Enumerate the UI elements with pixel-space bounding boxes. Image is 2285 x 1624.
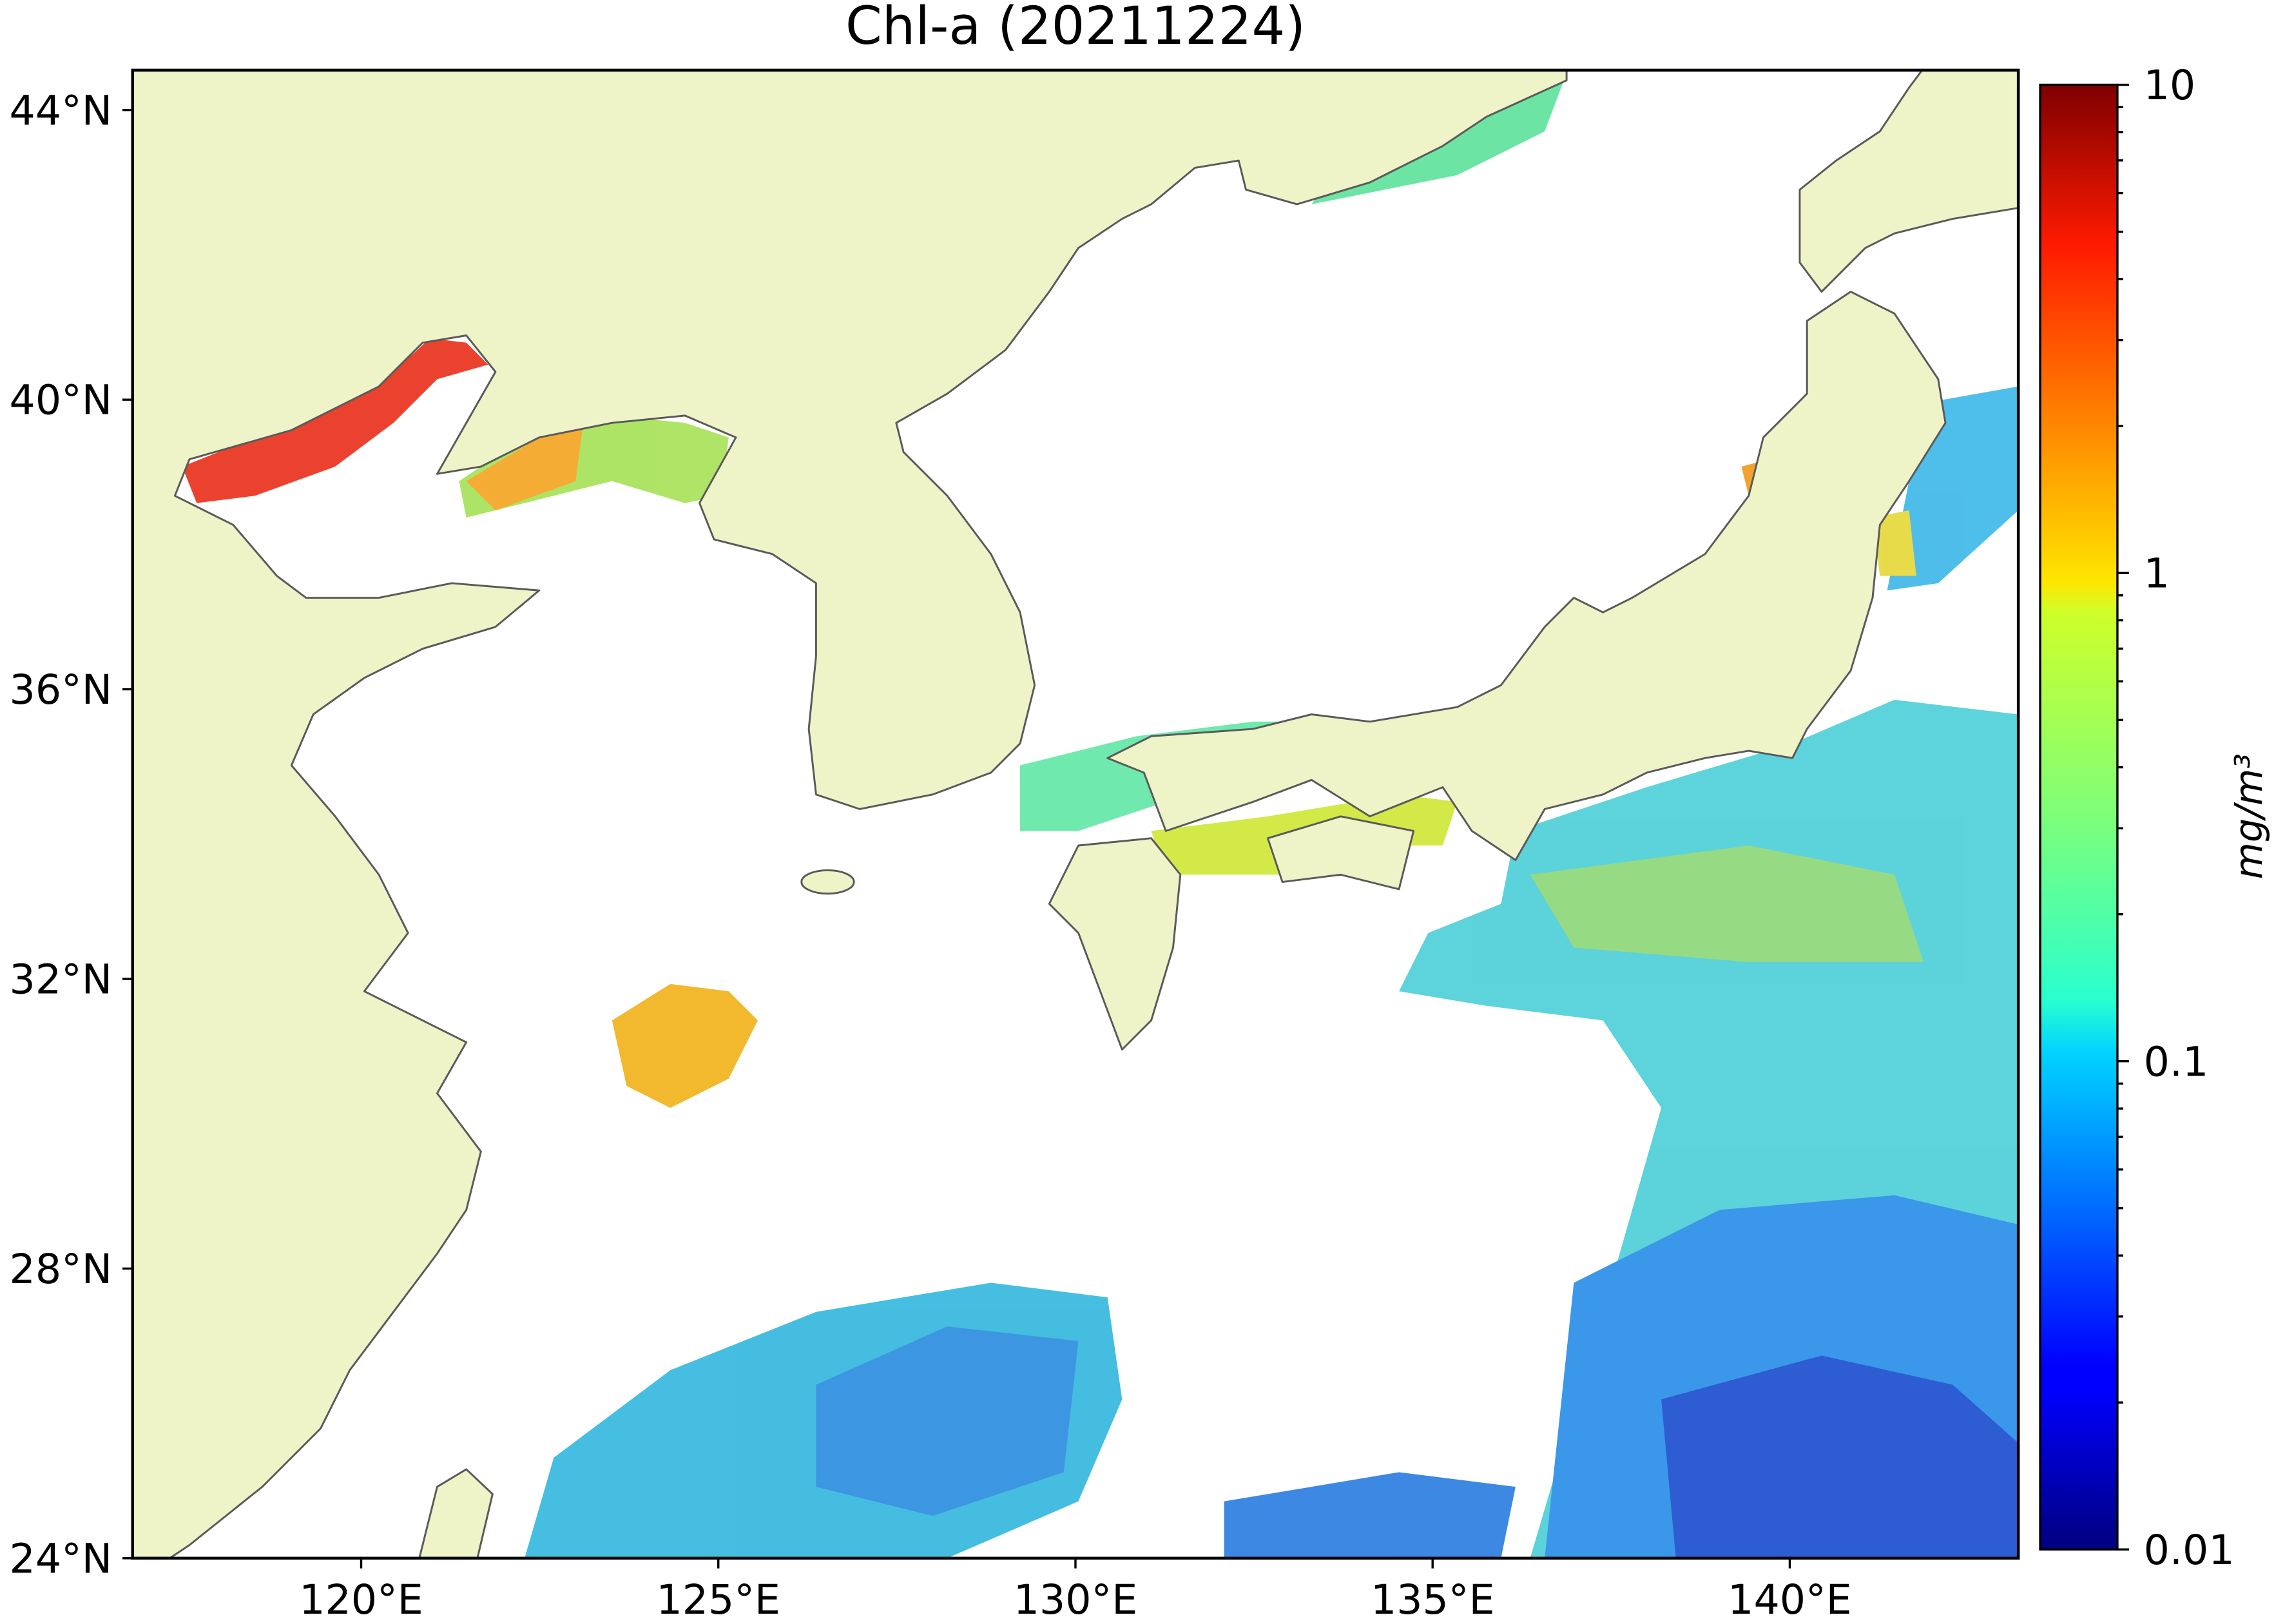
y-tick-label: 44°N	[10, 86, 113, 134]
land-jeju	[800, 869, 855, 895]
land-mainland	[132, 70, 1568, 1558]
colorbar-tick-label: 0.01	[2144, 1526, 2235, 1574]
chl-patch	[1873, 510, 1916, 576]
chl-patch	[466, 425, 583, 510]
colorbar	[2039, 83, 2119, 1551]
map-area	[132, 70, 2019, 1558]
land-kyushu	[1048, 837, 1182, 1051]
x-tick-label: 120°E	[299, 1576, 423, 1623]
land-honshu	[1106, 291, 1947, 862]
colorbar-tick-label: 1	[2144, 550, 2170, 597]
x-tick-label: 140°E	[1728, 1576, 1852, 1623]
chl-patch	[1661, 1355, 2019, 1558]
chl-patch	[1530, 846, 1924, 962]
x-tick-label: 125°E	[656, 1576, 780, 1623]
x-tick-label: 135°E	[1371, 1576, 1495, 1623]
colorbar-tick-label: 10	[2144, 61, 2196, 109]
y-tick-label: 28°N	[10, 1245, 113, 1293]
land-shikoku	[1267, 815, 1415, 891]
chl-patches	[182, 73, 2019, 1558]
colorbar-tick-label: 0.1	[2144, 1038, 2209, 1085]
y-tick-label: 40°N	[10, 376, 113, 424]
colorbar-label: mg/m³	[2226, 753, 2271, 879]
land-taiwan	[418, 1468, 494, 1558]
land-hokkaido	[1798, 70, 2019, 293]
chl-patch	[612, 983, 758, 1108]
chart-title: Chl-a (20211224)	[845, 0, 1306, 57]
chl-patch	[182, 338, 488, 503]
y-tick-label: 24°N	[10, 1534, 113, 1582]
chl-patch	[816, 1326, 1079, 1516]
y-tick-label: 32°N	[10, 956, 113, 1003]
y-tick-label: 36°N	[10, 666, 113, 713]
x-tick-label: 130°E	[1014, 1576, 1138, 1623]
chl-patch	[1224, 1472, 1516, 1558]
